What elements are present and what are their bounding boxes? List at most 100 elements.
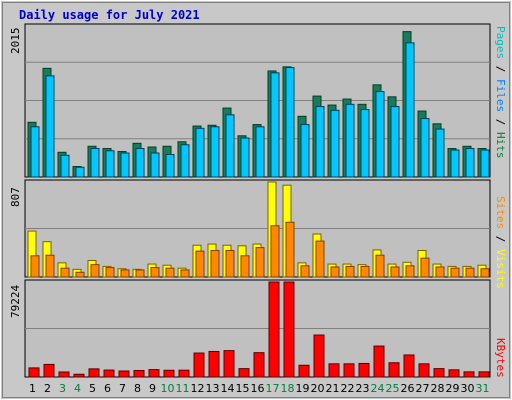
y-max-label-hits: 2015 [9,27,22,55]
bar [135,269,145,278]
x-tick-label: 19 [295,382,310,395]
bar [103,369,115,378]
x-tick-label: 10 [160,382,175,395]
bar [208,350,220,378]
bar [480,149,490,178]
bar [315,240,325,278]
bar [75,271,85,278]
x-tick-label: 16 [250,382,265,395]
x-tick-label: 12 [190,382,205,395]
y-max-label-visits: 807 [9,187,22,207]
x-tick-label: 21 [325,382,340,395]
bar [135,148,145,178]
bar [298,364,310,378]
legend-item: Visits [494,249,507,289]
bar [375,91,385,178]
x-tick-label: 31 [475,382,490,395]
bar [43,363,55,378]
bar [45,75,55,178]
bar [450,149,460,178]
bar [105,150,115,178]
x-tick-label: 24 [370,382,385,395]
bar [90,148,100,178]
bar [315,106,325,178]
x-tick-label: 27 [415,382,430,395]
bar [465,148,475,178]
bar [240,255,250,278]
bar [90,264,100,278]
x-tick-label: 7 [119,382,126,395]
bar [345,265,355,278]
bar [420,257,430,278]
bar [403,354,415,378]
bar [60,267,70,278]
bar [418,363,430,378]
x-tick-label: 22 [340,382,355,395]
bar [330,266,340,278]
x-tick-label: 23 [355,382,370,395]
x-tick-label: 6 [104,382,111,395]
legend-item: / [494,112,507,132]
bar [270,225,280,278]
legend-item: / [494,59,507,79]
bar [120,152,130,178]
x-tick-label: 30 [460,382,475,395]
bar [75,166,85,178]
x-tick-label: 5 [89,382,96,395]
x-tick-label: 15 [235,382,250,395]
bar [133,370,145,378]
bar [435,128,445,178]
bar [345,103,355,178]
bar [420,118,430,178]
x-tick-label: 9 [149,382,156,395]
bar [358,362,370,378]
bar [210,126,220,178]
x-tick-label: 28 [430,382,445,395]
bar [390,266,400,278]
legend-item: Pages [494,26,507,60]
legend-item: Sites [494,196,507,230]
bar [388,362,400,378]
bar [313,334,325,378]
bar [255,126,265,178]
bar [283,281,295,378]
x-tick-label: 4 [74,382,81,395]
bar [180,269,190,278]
x-tick-label: 13 [205,382,220,395]
x-tick-label: 17 [265,382,280,395]
bar [163,369,175,378]
bar [300,124,310,178]
bar [30,255,40,278]
legend-kbytes: KBytes [494,338,507,378]
bar [180,144,190,178]
bar [450,267,460,278]
bar [285,221,295,278]
bar [193,352,205,378]
bar [270,72,280,178]
x-tick-label: 1 [29,382,36,395]
legend-item: Hits [494,132,507,159]
bar [225,250,235,278]
bar [118,370,130,378]
legend-pages-files-hits: Pages / Files / Hits [494,26,507,159]
bar [373,345,385,378]
legend-item: KBytes [494,338,507,378]
bar [120,269,130,278]
bar [405,265,415,278]
bar [433,368,445,378]
bar [165,267,175,278]
bar [448,369,460,378]
x-tick-label: 29 [445,382,460,395]
bar [360,109,370,178]
bar [300,265,310,278]
bar [195,127,205,178]
bar [328,363,340,378]
bar [343,363,355,378]
legend-item: / [494,229,507,249]
y-max-label-kbytes: 79224 [9,284,22,318]
bar [285,67,295,178]
x-tick-label: 26 [400,382,415,395]
